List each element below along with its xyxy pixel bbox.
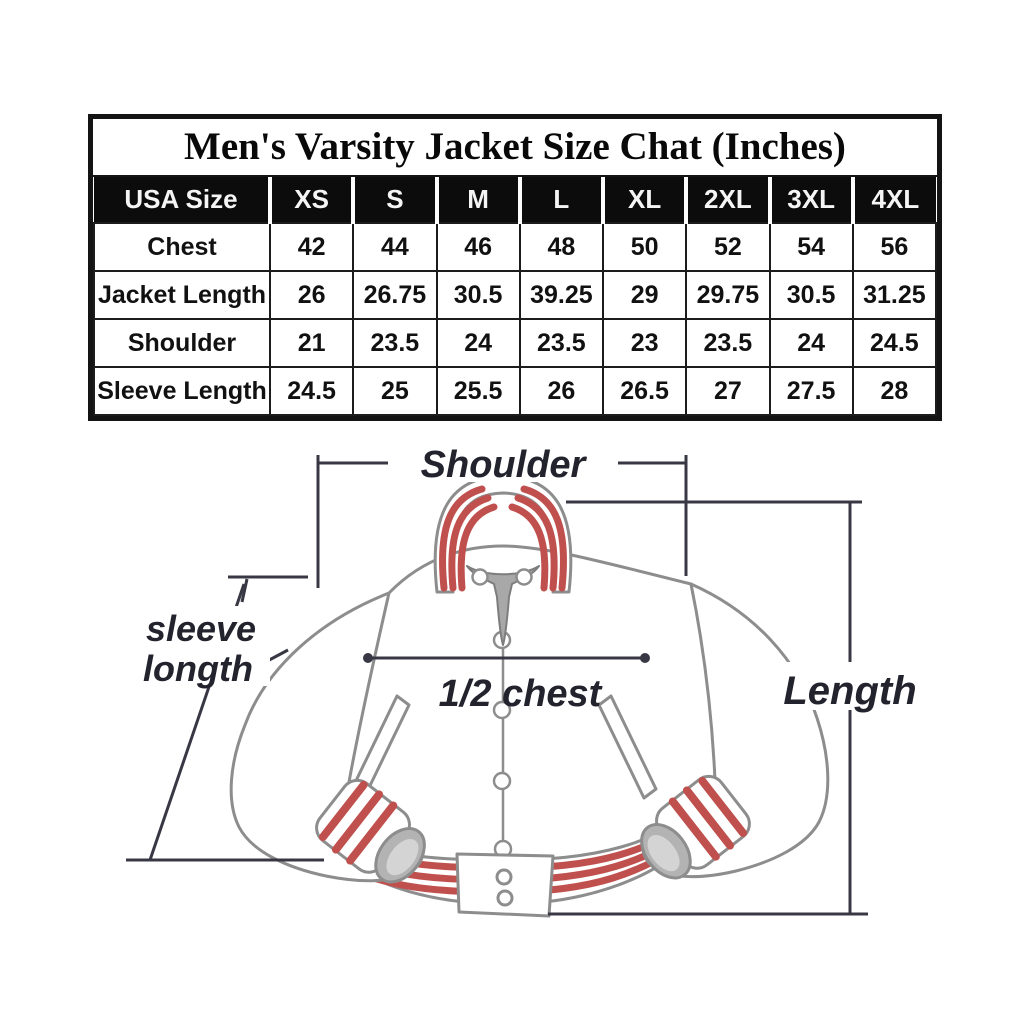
half-chest-end-right bbox=[640, 653, 650, 663]
half-chest-end-left bbox=[363, 653, 373, 663]
table-cell: 23 bbox=[601, 318, 688, 368]
collar-snap-right bbox=[515, 568, 533, 586]
table-cell: 25.5 bbox=[435, 366, 521, 416]
table-cell: 23.5 bbox=[518, 318, 605, 368]
shoulder-label-mask bbox=[388, 442, 618, 482]
table-body: Chest 42 44 46 48 50 52 54 56 Jacket Length 26 26.7… bbox=[93, 222, 938, 416]
table-cell: 25 bbox=[352, 366, 438, 416]
table-header-cell: XL bbox=[600, 177, 687, 223]
size-chart-title: Men's Varsity Jacket Size Chat (Inches) bbox=[93, 119, 937, 177]
shoulder-label: Shoulder bbox=[421, 444, 588, 486]
table-cell: 27.5 bbox=[768, 366, 854, 416]
table-cell: 39.25 bbox=[518, 270, 605, 320]
left-cuff bbox=[315, 778, 426, 884]
table-cell: 54 bbox=[768, 222, 854, 272]
table-header-cell: L bbox=[517, 177, 603, 223]
table-cell: 56 bbox=[851, 222, 938, 272]
table-cell: 23.5 bbox=[685, 318, 771, 368]
sleeve-label-mask bbox=[130, 606, 270, 686]
row-label-cell: Shoulder bbox=[93, 318, 271, 368]
hem-snap-2 bbox=[496, 889, 514, 907]
half-chest-label: 1/2 chest bbox=[439, 673, 603, 715]
row-label-cell: Jacket Length bbox=[93, 270, 271, 320]
right-cuff bbox=[640, 774, 751, 880]
row-label-cell: Chest bbox=[93, 222, 271, 272]
table-cell: 48 bbox=[518, 222, 605, 272]
table-cell: 46 bbox=[435, 222, 521, 272]
table-cell: 30.5 bbox=[768, 270, 854, 320]
sleeve-label-line1: sleeve bbox=[146, 608, 256, 649]
collar-snap-left bbox=[471, 568, 489, 586]
table-cell: 52 bbox=[685, 222, 771, 272]
table-header-cell: 3XL bbox=[767, 177, 853, 223]
sleeve-label-line2: longth bbox=[143, 648, 253, 689]
table-cell: 30.5 bbox=[435, 270, 521, 320]
table-row: Shoulder 21 23.5 24 23.5 23 23.5 24 24.5 bbox=[93, 318, 938, 368]
table-cell: 29.75 bbox=[685, 270, 771, 320]
table-header-cell: 4XL bbox=[850, 177, 936, 223]
table-header-cell: 2XL bbox=[684, 177, 770, 223]
table-cell: 21 bbox=[268, 318, 355, 368]
table-row: Chest 42 44 46 48 50 52 54 56 bbox=[93, 222, 938, 272]
table-cell: 24.5 bbox=[268, 366, 355, 416]
table-row: Jacket Length 26 26.75 30.5 39.25 29 29.75 30.5… bbox=[93, 270, 938, 320]
front-snaps bbox=[492, 630, 513, 859]
table-cell: 42 bbox=[268, 222, 355, 272]
table-cell: 31.25 bbox=[851, 270, 938, 320]
table-cell: 29 bbox=[601, 270, 688, 320]
table-cell: 26 bbox=[518, 366, 605, 416]
table-cell: 26 bbox=[268, 270, 355, 320]
table-header-cell: M bbox=[434, 177, 520, 223]
table-cell: 27 bbox=[685, 366, 771, 416]
length-label: Length bbox=[783, 669, 916, 713]
table-cell: 44 bbox=[352, 222, 438, 272]
jacket-illustration bbox=[229, 474, 830, 918]
table-cell: 28 bbox=[851, 366, 938, 416]
hem-snap-1 bbox=[495, 868, 513, 886]
table-cell: 24 bbox=[768, 318, 854, 368]
collar-inner-facing bbox=[466, 565, 540, 646]
right-pocket bbox=[597, 694, 658, 800]
table-row: Sleeve Length 24.5 25 25.5 26 26.5 27 27.5 28 bbox=[93, 366, 938, 416]
sleeve-dim-top-tick bbox=[240, 578, 249, 603]
length-label-mask bbox=[760, 662, 940, 710]
table-cell: 26.75 bbox=[352, 270, 438, 320]
table-header-cell: S bbox=[351, 177, 437, 223]
table-cell: 26.5 bbox=[601, 366, 688, 416]
table-cell: 24.5 bbox=[851, 318, 938, 368]
table-header-row: USA Size XS S M L XL 2XL 3XL 4XL bbox=[94, 177, 936, 223]
table-cell: 23.5 bbox=[352, 318, 438, 368]
collar-ribbing bbox=[439, 485, 567, 592]
size-chart-table: USA Size XS S M L XL 2XL 3XL 4XL Chest 42 44 46 48 50… bbox=[93, 177, 938, 416]
row-label-cell: Sleeve Length bbox=[93, 366, 271, 416]
table-header-cell: XS bbox=[267, 177, 354, 223]
table-cell: 50 bbox=[601, 222, 688, 272]
size-chart: Men's Varsity Jacket Size Chat (Inches) … bbox=[88, 114, 942, 421]
table-cell: 24 bbox=[435, 318, 521, 368]
table-header-cell: USA Size bbox=[94, 177, 270, 223]
